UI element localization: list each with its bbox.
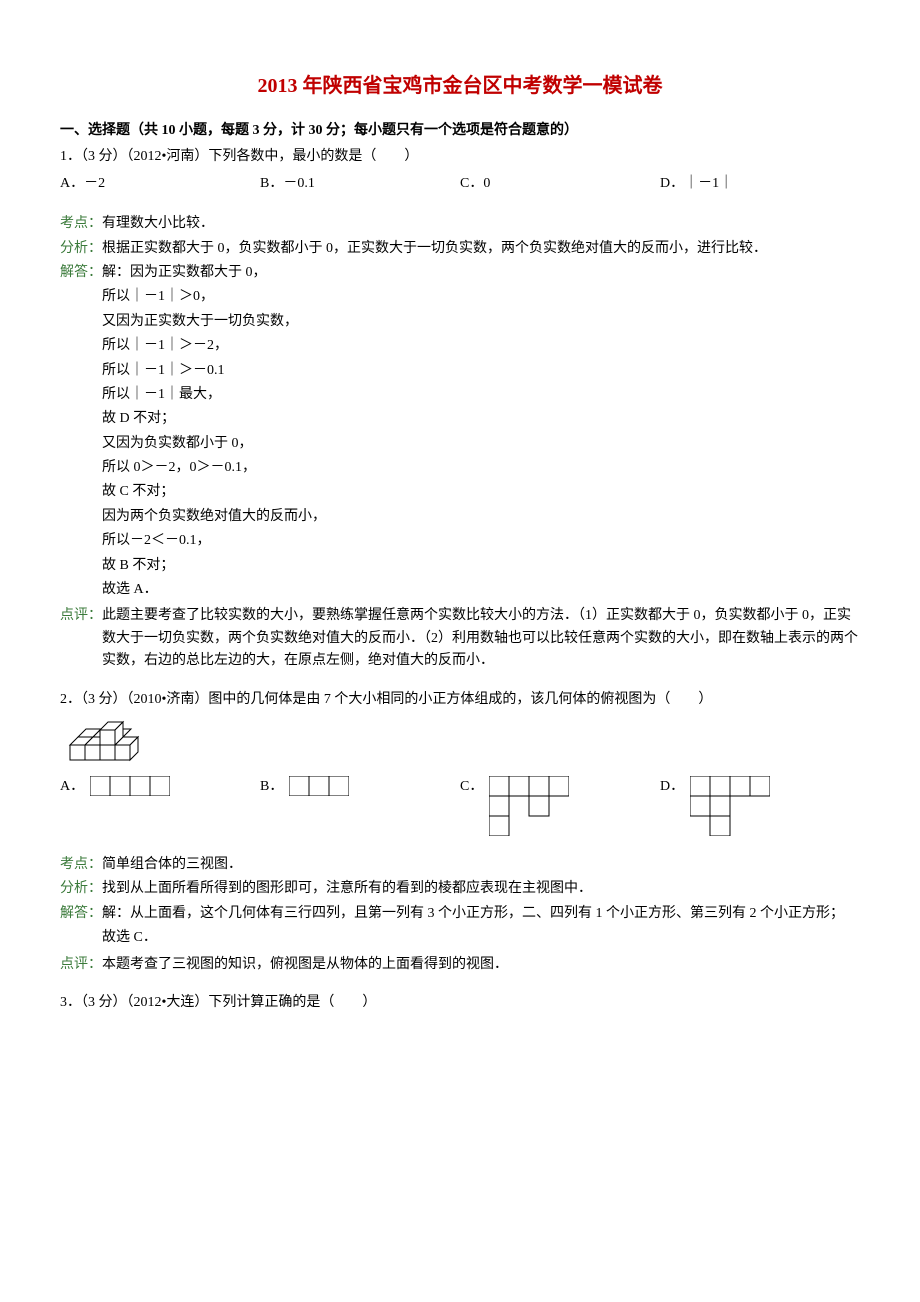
q2-fenxi-row: 分析： 找到从上面所看所得到的图形即可，注意所有的看到的棱都应表现在主视图中．	[60, 878, 860, 900]
q2-opt-a-icon	[90, 776, 170, 796]
q1-opt-a: A．－2	[60, 173, 260, 195]
q2-opt-d-label: D．	[660, 776, 684, 798]
page-title: 2013 年陕西省宝鸡市金台区中考数学一模试卷	[60, 70, 860, 102]
jieda-label: 解答：	[60, 903, 102, 925]
jieda-line: 故 C 不对；	[102, 481, 860, 503]
q2-jieda: 解：从上面看，这个几何体有三行四列，且第一列有 3 个小正方形，二、四列有 1 …	[102, 903, 860, 952]
jieda-line: 故选 A．	[102, 579, 860, 601]
q2-jieda-row: 解答： 解：从上面看，这个几何体有三行四列，且第一列有 3 个小正方形，二、四列…	[60, 903, 860, 952]
q2-dianping-row: 点评： 本题考查了三视图的知识，俯视图是从物体的上面看得到的视图．	[60, 954, 860, 976]
jieda-line: 又因为负实数都小于 0，	[102, 433, 860, 455]
jieda-line: 因为两个负实数绝对值大的反而小，	[102, 506, 860, 528]
q2-opt-c: C．	[460, 776, 660, 836]
q1-opt-c: C．0	[460, 173, 660, 195]
q1-jieda-row: 解答： 解：因为正实数都大于 0， 所以｜－1｜＞0， 又因为正实数大于一切负实…	[60, 262, 860, 603]
q3-stem: 3．（3 分）（2012•大连）下列计算正确的是（ ）	[60, 992, 860, 1014]
jieda-line: 所以｜－1｜＞0，	[102, 286, 860, 308]
kaodian-label: 考点：	[60, 213, 102, 235]
q2-dianping: 本题考查了三视图的知识，俯视图是从物体的上面看得到的视图．	[102, 954, 860, 976]
jieda-line: 故 D 不对；	[102, 408, 860, 430]
q2-solid-figure	[60, 715, 860, 770]
q1-fenxi-row: 分析： 根据正实数都大于 0，负实数都小于 0，正实数大于一切负实数，两个负实数…	[60, 238, 860, 260]
q2-stem: 2．（3 分）（2010•济南）图中的几何体是由 7 个大小相同的小正方体组成的…	[60, 689, 860, 711]
jieda-line: 所以－2＜－0.1，	[102, 530, 860, 552]
q1-options: A．－2 B．－0.1 C．0 D．｜－1｜	[60, 173, 860, 195]
q1-fenxi: 根据正实数都大于 0，负实数都小于 0，正实数大于一切负实数，两个负实数绝对值大…	[102, 238, 860, 260]
kaodian-label: 考点：	[60, 854, 102, 876]
jieda-line: 所以｜－1｜＞－0.1	[102, 360, 860, 382]
fenxi-label: 分析：	[60, 238, 102, 260]
jieda-line: 所以｜－1｜最大，	[102, 384, 860, 406]
q2-opt-a: A．	[60, 776, 260, 798]
jieda-line: 解：因为正实数都大于 0，	[102, 262, 860, 284]
q2-opt-b-label: B．	[260, 776, 283, 798]
q2-opt-d-icon	[690, 776, 770, 836]
q1-kaodian-row: 考点： 有理数大小比较．	[60, 213, 860, 235]
dianping-label: 点评：	[60, 954, 102, 976]
jieda-line: 所以｜－1｜＞－2，	[102, 335, 860, 357]
jieda-label: 解答：	[60, 262, 102, 284]
jieda-line: 故选 C．	[102, 927, 860, 949]
section-header: 一、选择题（共 10 小题，每题 3 分，计 30 分；每小题只有一个选项是符合…	[60, 120, 860, 142]
fenxi-label: 分析：	[60, 878, 102, 900]
q2-opt-d: D．	[660, 776, 860, 836]
q2-fenxi: 找到从上面所看所得到的图形即可，注意所有的看到的棱都应表现在主视图中．	[102, 878, 860, 900]
q1-kaodian: 有理数大小比较．	[102, 213, 860, 235]
q1-stem: 1．（3 分）（2012•河南）下列各数中，最小的数是（ ）	[60, 146, 860, 168]
jieda-line: 故 B 不对；	[102, 555, 860, 577]
jieda-line: 所以 0＞－2，0＞－0.1，	[102, 457, 860, 479]
q1-dianping-row: 点评： 此题主要考查了比较实数的大小，要熟练掌握任意两个实数比较大小的方法．（1…	[60, 605, 860, 672]
jieda-line: 解：从上面看，这个几何体有三行四列，且第一列有 3 个小正方形，二、四列有 1 …	[102, 903, 860, 925]
q2-opt-b: B．	[260, 776, 460, 798]
q1-jieda: 解：因为正实数都大于 0， 所以｜－1｜＞0， 又因为正实数大于一切负实数， 所…	[102, 262, 860, 603]
q1-opt-d: D．｜－1｜	[660, 173, 860, 195]
q2-opt-b-icon	[289, 776, 349, 796]
q1-opt-b: B．－0.1	[260, 173, 460, 195]
q2-opt-c-label: C．	[460, 776, 483, 798]
q2-opt-a-label: A．	[60, 776, 84, 798]
q2-kaodian-row: 考点： 简单组合体的三视图．	[60, 854, 860, 876]
q2-opt-c-icon	[489, 776, 569, 836]
q2-kaodian: 简单组合体的三视图．	[102, 854, 860, 876]
q2-options: A． B． C．	[60, 776, 860, 836]
jieda-line: 又因为正实数大于一切负实数，	[102, 311, 860, 333]
q1-dianping: 此题主要考查了比较实数的大小，要熟练掌握任意两个实数比较大小的方法．（1）正实数…	[102, 605, 860, 672]
dianping-label: 点评：	[60, 605, 102, 627]
